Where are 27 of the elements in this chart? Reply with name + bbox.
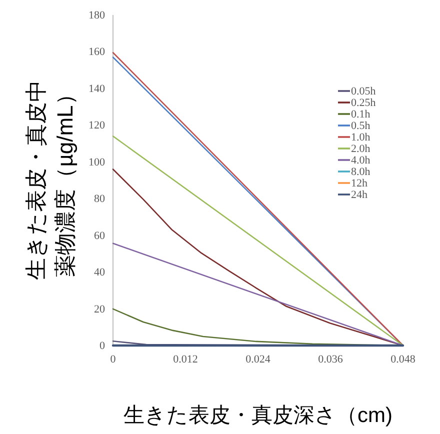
x-tick-label: 0.036	[318, 354, 344, 366]
legend-label: 8.0h	[351, 166, 371, 178]
legend-label: 4.0h	[351, 154, 371, 166]
legend-label: 12h	[351, 178, 368, 190]
x-tick-label: 0	[110, 354, 116, 366]
y-tick-label: 80	[94, 193, 106, 206]
legend-label: 2.0h	[351, 143, 371, 155]
x-tick-label: 0.048	[390, 354, 416, 366]
legend-label: 0.5h	[351, 120, 371, 132]
legend-label: 24h	[351, 189, 368, 201]
legend-label: 0.25h	[351, 97, 376, 109]
y-tick-label: 100	[88, 156, 106, 168]
x-axis-title: 生きた表皮・真皮深さ（cm)	[124, 404, 392, 427]
legend-label: 1.0h	[351, 132, 371, 144]
x-tick-label: 0.012	[173, 354, 198, 366]
y-axis-title: 生きた表皮・真皮中薬物濃度（µg/mL）	[24, 80, 78, 280]
y-tick-label: 180	[88, 10, 106, 22]
legend-label: 0.05h	[351, 86, 376, 98]
y-tick-label: 160	[88, 46, 106, 58]
y-tick-label: 60	[94, 230, 106, 242]
y-tick-label: 0	[100, 340, 106, 352]
y-tick-label: 20	[94, 303, 106, 316]
y-tick-label: 40	[94, 266, 106, 279]
legend-label: 0.1h	[351, 108, 371, 120]
x-tick-label: 0.024	[246, 354, 271, 366]
y-tick-label: 120	[88, 120, 106, 132]
y-tick-label: 140	[88, 82, 106, 95]
